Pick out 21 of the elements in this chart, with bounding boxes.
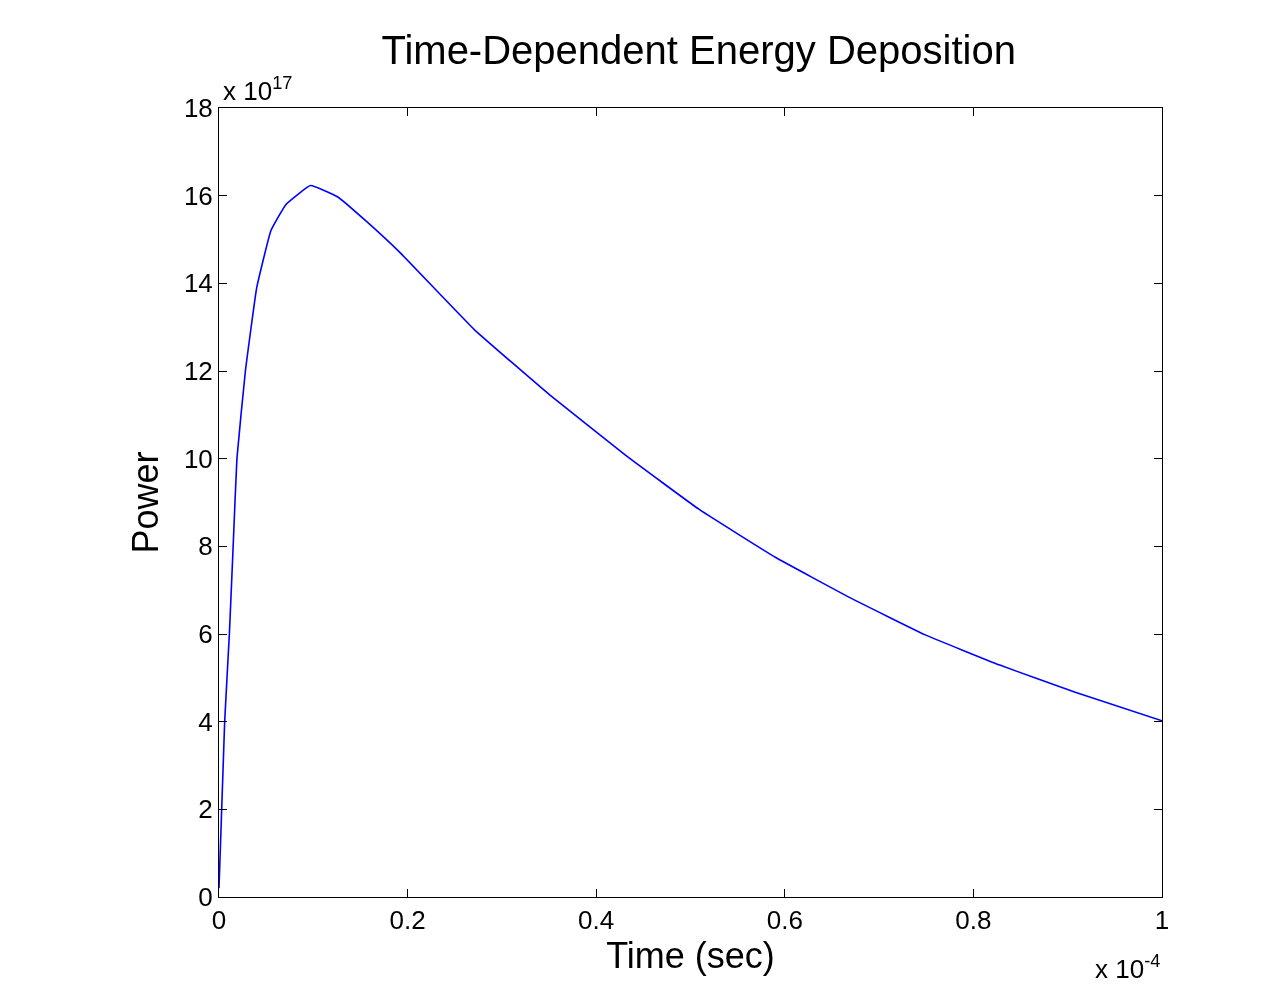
x-axis-title: Time (sec)	[606, 935, 775, 977]
chart-title: Time-Dependent Energy Deposition	[381, 28, 1016, 73]
y-tick-label: 8	[198, 531, 213, 562]
y-tick-label: 2	[198, 794, 213, 825]
y-tick-label: 6	[198, 619, 213, 650]
x-tick-label: 0.2	[389, 905, 426, 936]
x-tick-label: 0.6	[766, 905, 803, 936]
x-tick-label: 0.8	[955, 905, 992, 936]
y-tick-label: 10	[183, 443, 213, 474]
y-tick-label: 14	[183, 268, 213, 299]
y-axis-title: Power	[124, 451, 166, 554]
text: x 10$^{-4}$	[1095, 951, 1161, 984]
text: x 10$^{17}$	[223, 73, 293, 106]
line-series	[219, 184, 1162, 890]
y-tick-label: 16	[183, 180, 213, 211]
y-tick-label: 0	[198, 882, 213, 913]
x-tick-label: 1	[1154, 905, 1170, 936]
y-tick-label: 18	[183, 93, 213, 124]
y-tick-label: 4	[198, 706, 213, 737]
y-tick-label: 12	[183, 356, 213, 387]
x-tick-label: 0.4	[578, 905, 615, 936]
